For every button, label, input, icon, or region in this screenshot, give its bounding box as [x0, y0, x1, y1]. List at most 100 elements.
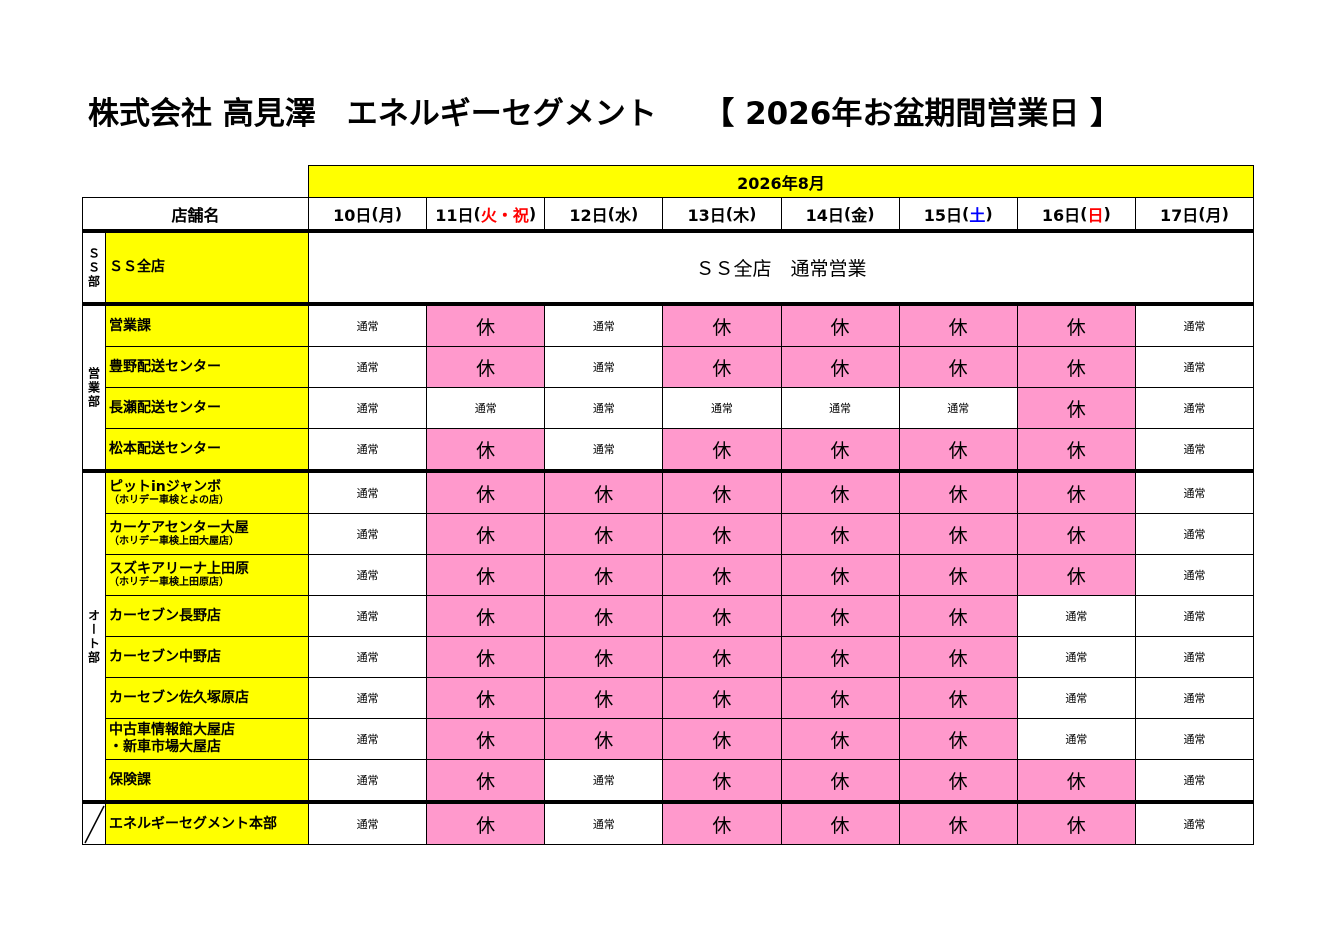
store-name: ピットinジャンボ （ホリデー車検とよの店）	[105, 472, 309, 514]
store-label: 中古車情報館大屋店	[109, 722, 235, 739]
store-name: 営業課	[105, 305, 309, 347]
status-cell: 通常	[1016, 677, 1136, 719]
status-cell: 通常	[308, 387, 428, 429]
status-cell: 休	[544, 636, 664, 678]
status-cell: 通常	[1134, 346, 1254, 388]
status-cell: 休	[1016, 346, 1136, 388]
status-cell: 通常	[898, 387, 1018, 429]
day-paren: (	[607, 204, 615, 223]
day-paren: )	[528, 204, 537, 223]
status-cell: 休	[662, 595, 782, 637]
status-cell: 休	[426, 472, 546, 514]
status-cell: 通常	[1134, 513, 1254, 555]
store-label: ピットinジャンボ	[109, 478, 222, 495]
month-header: 2026年8月	[308, 165, 1254, 198]
status-cell: 休	[544, 513, 664, 555]
store-name: ＳＳ全店	[105, 232, 309, 303]
store-name: 長瀬配送センター	[105, 387, 309, 429]
store-name: エネルギーセグメント本部	[105, 803, 309, 845]
status-cell: 通常	[544, 387, 664, 429]
store-sublabel: （ホリデー車検上田大屋店）	[109, 536, 239, 548]
day-paren: )	[867, 204, 875, 223]
day-paren: )	[630, 204, 639, 223]
day-paren: )	[985, 204, 993, 223]
merged-cell: ＳＳ全店 通常営業	[308, 232, 1254, 303]
status-cell: 通常	[662, 387, 782, 429]
store-name: カーセブン中野店	[105, 636, 309, 678]
thick-rule	[82, 229, 1254, 232]
day-header: 13日(木)	[662, 197, 782, 230]
diagonal	[83, 805, 105, 844]
status-cell: 休	[780, 595, 900, 637]
status-cell: 通常	[1134, 387, 1254, 429]
status-cell: 休	[1016, 513, 1136, 555]
day-weekday: 木	[733, 205, 750, 225]
status-cell: 通常	[544, 305, 664, 347]
status-cell: 休	[662, 305, 782, 347]
day-paren: )	[1103, 204, 1111, 223]
status-cell: 通常	[1134, 472, 1254, 514]
day-weekday: 水	[614, 205, 631, 225]
status-cell: 休	[780, 472, 900, 514]
status-cell: 休	[898, 677, 1018, 719]
status-cell: 休	[544, 595, 664, 637]
status-cell: 休	[662, 677, 782, 719]
store-sublabel: （ホリデー車検とよの店）	[109, 495, 229, 507]
day-paren: (	[473, 204, 481, 223]
status-cell: 休	[426, 803, 546, 845]
status-cell: 休	[780, 346, 900, 388]
store-label: カーケアセンター大屋	[109, 519, 249, 536]
status-cell: 休	[1016, 428, 1136, 470]
status-cell: 休	[426, 513, 546, 555]
day-weekday: 月	[1205, 205, 1222, 225]
status-cell: 休	[544, 472, 664, 514]
day-date: 12日	[569, 205, 608, 225]
store-header: 店舗名	[82, 197, 309, 230]
day-paren: (	[962, 204, 970, 223]
status-cell: 通常	[308, 513, 428, 555]
thick-rule	[82, 469, 1254, 472]
status-cell: 休	[544, 554, 664, 596]
status-cell: 通常	[308, 636, 428, 678]
day-paren: (	[843, 204, 852, 223]
day-paren: )	[394, 204, 403, 223]
status-cell: 通常	[1016, 595, 1136, 637]
status-cell: 休	[544, 677, 664, 719]
day-header: 10日(月)	[308, 197, 428, 230]
status-cell: 休	[898, 595, 1018, 637]
dept-cell	[82, 803, 106, 845]
dept-cell: 営業部	[82, 305, 106, 470]
status-cell: 休	[544, 718, 664, 760]
status-cell: 休	[662, 554, 782, 596]
status-cell: 通常	[308, 428, 428, 470]
day-paren: (	[725, 204, 734, 223]
status-cell: 通常	[1016, 718, 1136, 760]
store-label: カーセブン中野店	[109, 648, 221, 665]
day-date: 16日	[1041, 205, 1081, 225]
day-header: 12日(水)	[544, 197, 664, 230]
status-cell: 休	[1016, 472, 1136, 514]
day-paren: (	[371, 204, 379, 223]
store-label: エネルギーセグメント本部	[109, 815, 277, 832]
day-header: 14日(金)	[780, 197, 900, 230]
status-cell: 休	[426, 677, 546, 719]
status-cell: 休	[662, 346, 782, 388]
dept-cell: ＳＳ部	[82, 232, 106, 303]
status-cell: 休	[898, 718, 1018, 760]
store-name: 豊野配送センター	[105, 346, 309, 388]
status-cell: 休	[780, 803, 900, 845]
store-name: カーケアセンター大屋 （ホリデー車検上田大屋店）	[105, 513, 309, 555]
status-cell: 通常	[426, 387, 546, 429]
thick-rule	[82, 302, 1254, 305]
day-weekday: 日	[1087, 205, 1104, 225]
store-label: ＳＳ全店	[109, 259, 165, 276]
status-cell: 通常	[1016, 636, 1136, 678]
status-cell: 通常	[308, 554, 428, 596]
status-cell: 休	[426, 428, 546, 470]
store-name: 松本配送センター	[105, 428, 309, 470]
day-weekday: 土	[969, 205, 986, 225]
store-label: 保険課	[109, 771, 151, 788]
status-cell: 休	[426, 636, 546, 678]
status-cell: 休	[1016, 803, 1136, 845]
status-cell: 休	[898, 346, 1018, 388]
